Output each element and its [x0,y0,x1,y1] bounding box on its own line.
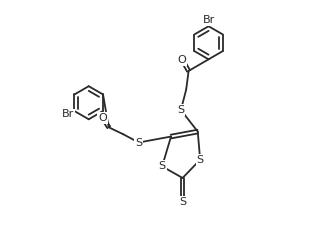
Text: Br: Br [62,109,74,119]
Text: S: S [179,197,186,207]
Text: S: S [135,137,142,148]
Text: Br: Br [203,15,215,25]
Text: S: S [177,105,184,115]
Text: S: S [197,155,204,165]
Text: O: O [98,113,107,123]
Text: S: S [159,161,166,171]
Text: O: O [178,55,186,65]
